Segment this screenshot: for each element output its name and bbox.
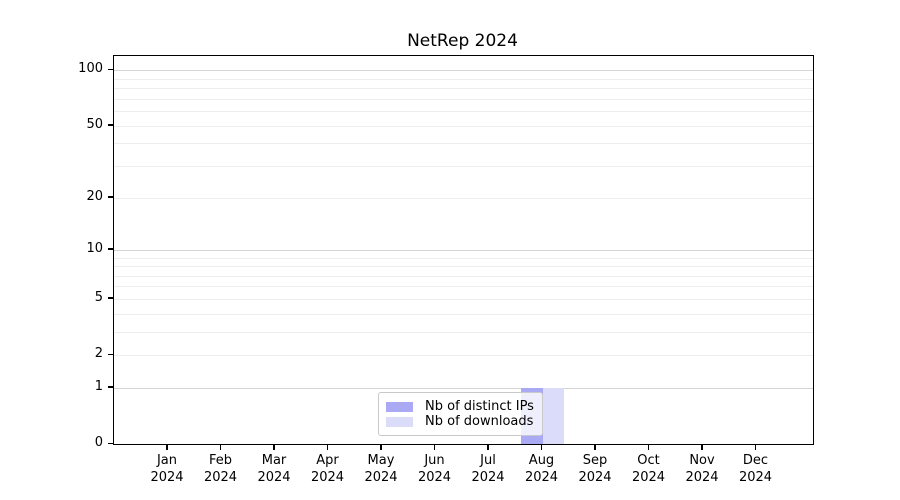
gridline-major-100 bbox=[114, 70, 813, 72]
x-tick-mark-10 bbox=[701, 445, 703, 450]
y-tick-label-0: 0 bbox=[94, 435, 103, 450]
legend-entry: Nb of downloads bbox=[386, 415, 534, 428]
gridline-minor-8 bbox=[114, 266, 813, 268]
gridline-minor-5 bbox=[114, 298, 813, 300]
gridline-major-10 bbox=[114, 249, 813, 251]
y-tick-mark-5 bbox=[108, 297, 113, 299]
x-tick-mark-5 bbox=[433, 445, 436, 450]
x-tick-label-3: Apr 2024 bbox=[310, 453, 345, 485]
x-tick-mark-1 bbox=[219, 445, 222, 450]
gridline-minor-9 bbox=[114, 257, 813, 259]
x-tick-label-5: Jun 2024 bbox=[417, 453, 452, 485]
legend-entry: Nb of distinct IPs bbox=[386, 400, 534, 413]
gridline-minor-90 bbox=[114, 78, 813, 80]
gridline-minor-80 bbox=[114, 88, 813, 90]
gridline-minor-60 bbox=[114, 111, 813, 113]
y-tick-label-5: 5 bbox=[94, 289, 103, 305]
legend-swatch bbox=[386, 401, 413, 412]
legend: Nb of distinct IPs Nb of downloads bbox=[378, 392, 543, 436]
x-tick-mark-8 bbox=[594, 445, 596, 450]
gridline-minor-6 bbox=[114, 286, 813, 288]
y-tick-mark-100 bbox=[108, 68, 113, 71]
gridline-minor-7 bbox=[114, 275, 813, 277]
x-tick-label-6: Jul 2024 bbox=[471, 453, 505, 485]
x-tick-mark-7 bbox=[540, 445, 543, 450]
x-tick-mark-0 bbox=[166, 445, 168, 450]
x-tick-mark-6 bbox=[487, 445, 489, 450]
gridline-minor-20 bbox=[114, 197, 813, 199]
y-tick-mark-50 bbox=[108, 124, 113, 126]
x-tick-mark-9 bbox=[647, 445, 650, 450]
gridline-minor-3 bbox=[114, 331, 813, 333]
y-tick-mark-10 bbox=[108, 248, 113, 250]
gridline-minor-70 bbox=[114, 98, 813, 100]
x-tick-label-9: Oct 2024 bbox=[631, 453, 666, 485]
x-tick-label-8: Sep 2024 bbox=[578, 453, 612, 485]
y-tick-label-1: 1 bbox=[94, 378, 103, 394]
legend-label: Nb of distinct IPs bbox=[425, 399, 534, 414]
chart-title: NetRep 2024 bbox=[407, 31, 518, 51]
x-tick-label-7: Aug 2024 bbox=[524, 453, 559, 485]
gridline-minor-50 bbox=[114, 125, 813, 127]
x-tick-label-0: Jan 2024 bbox=[150, 453, 184, 485]
y-tick-label-2: 2 bbox=[94, 346, 103, 362]
bar-nb-of-downloads-aug-2024 bbox=[542, 387, 564, 444]
y-tick-label-20: 20 bbox=[86, 188, 103, 204]
legend-label: Nb of downloads bbox=[425, 414, 534, 429]
x-tick-mark-3 bbox=[326, 445, 329, 450]
y-tick-mark-2 bbox=[108, 353, 113, 356]
gridline-minor-4 bbox=[114, 313, 813, 315]
y-tick-mark-1 bbox=[108, 386, 113, 388]
x-tick-label-1: Feb 2024 bbox=[203, 453, 238, 485]
x-tick-mark-11 bbox=[754, 445, 757, 450]
x-tick-label-2: Mar 2024 bbox=[257, 453, 291, 485]
x-tick-mark-4 bbox=[380, 445, 382, 450]
y-tick-label-50: 50 bbox=[86, 116, 103, 132]
y-tick-mark-20 bbox=[108, 196, 113, 198]
y-tick-mark-0 bbox=[108, 442, 113, 444]
x-tick-label-10: Nov 2024 bbox=[685, 453, 719, 485]
y-tick-label-100: 100 bbox=[78, 61, 103, 77]
x-tick-mark-2 bbox=[273, 445, 275, 450]
plot-area: Nb of distinct IPs Nb of downloads bbox=[113, 55, 814, 445]
gridline-major-1 bbox=[114, 387, 813, 389]
x-tick-label-11: Dec 2024 bbox=[738, 453, 773, 485]
gridline-minor-2 bbox=[114, 355, 813, 357]
legend-swatch bbox=[386, 416, 413, 427]
gridline-minor-40 bbox=[114, 143, 813, 145]
x-tick-label-4: May 2024 bbox=[364, 453, 398, 485]
gridline-minor-30 bbox=[114, 166, 813, 167]
y-tick-label-10: 10 bbox=[86, 240, 103, 256]
